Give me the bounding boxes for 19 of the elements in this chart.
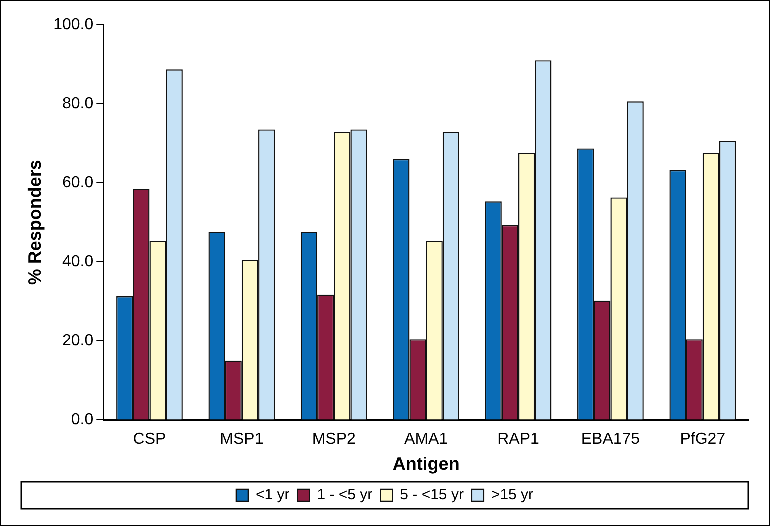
y-axis-title: % Responders — [24, 160, 45, 286]
x-axis-title: Antigen — [392, 454, 460, 474]
x-tick-label: PfG27 — [680, 431, 726, 448]
x-tick-label: MSP2 — [312, 431, 356, 448]
y-tick-label: 100.0 — [54, 16, 94, 34]
x-tick-label: RAP1 — [498, 431, 540, 448]
y-tick-label: 80.0 — [62, 95, 94, 112]
y-tick-label: 0.0 — [71, 412, 94, 429]
x-tick-label: MSP1 — [220, 431, 264, 448]
legend-label: >15 yr — [491, 486, 534, 504]
x-tick-label: AMA1 — [404, 431, 448, 448]
x-tick-label: EBA175 — [581, 431, 640, 448]
legend-label: 5 - <15 yr — [400, 486, 464, 504]
y-tick-label: 40.0 — [62, 254, 94, 271]
legend-label: <1 yr — [256, 486, 290, 504]
y-tick-label: 20.0 — [62, 332, 94, 350]
y-tick-label: 60.0 — [62, 174, 94, 192]
legend-label: 1 - <5 yr — [317, 486, 373, 504]
x-tick-label: CSP — [133, 431, 166, 448]
